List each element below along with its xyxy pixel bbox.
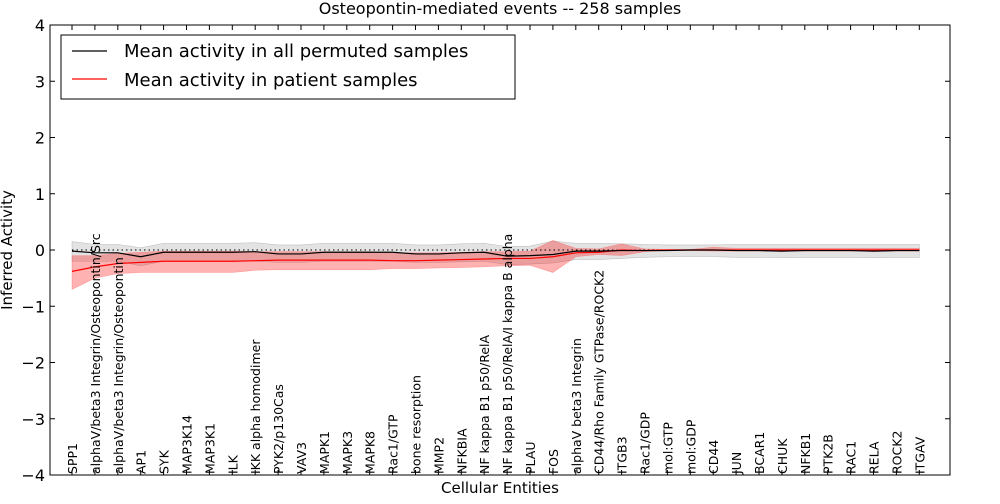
x-tick-label: mol:GTP bbox=[660, 422, 675, 474]
x-tick-label: Rac1/GTP bbox=[386, 414, 401, 474]
x-tick-label: alphaV/beta3 Integrin/Osteopontin/Src bbox=[88, 233, 103, 474]
x-tick-label: SYK bbox=[157, 449, 172, 474]
x-tick-label: MAPK8 bbox=[363, 431, 378, 474]
x-tick-label: NFKBIA bbox=[454, 428, 469, 474]
x-tick-label: RELA bbox=[867, 441, 882, 474]
y-tick-label: 3 bbox=[35, 72, 45, 91]
x-tick-label: MAPK3 bbox=[340, 431, 355, 474]
x-axis-label: Cellular Entities bbox=[441, 479, 559, 497]
y-axis-label: Inferred Activity bbox=[0, 190, 16, 310]
y-tick-label: −2 bbox=[21, 354, 45, 373]
x-tick-label: NF kappa B1 p50/RelA/I kappa B alpha bbox=[500, 234, 515, 474]
y-tick-label: −4 bbox=[21, 466, 45, 485]
x-tick-label: AP1 bbox=[134, 450, 149, 474]
x-tick-label: CD44 bbox=[706, 440, 721, 474]
x-tick-label: BCAR1 bbox=[752, 432, 767, 474]
y-tick-label: −3 bbox=[21, 410, 45, 429]
x-tick-label: ROCK2 bbox=[889, 431, 904, 474]
x-tick-label: RAC1 bbox=[844, 441, 859, 474]
x-tick-label: Rac1/GDP bbox=[638, 412, 653, 474]
series-line-patient bbox=[71, 249, 920, 272]
legend-label-permuted: Mean activity in all permuted samples bbox=[124, 41, 468, 62]
x-tick-label: MAPK1 bbox=[317, 431, 332, 474]
y-tick-label: 0 bbox=[35, 241, 45, 260]
x-tick-label: alphaV/beta3 Integrin/Osteopontin bbox=[111, 257, 126, 474]
x-tick-label: bone resorption bbox=[409, 375, 424, 474]
x-tick-label: JUN bbox=[729, 452, 744, 475]
x-tick-label: ITGAV bbox=[912, 436, 927, 474]
x-tick-label: alphaV beta3 Integrin bbox=[569, 338, 584, 474]
y-tick-label: −1 bbox=[21, 297, 45, 316]
legend-box bbox=[60, 34, 516, 100]
x-tick-label: MMP2 bbox=[431, 437, 446, 474]
x-tick-label: MAP3K14 bbox=[180, 415, 195, 474]
chart-title: Osteopontin-mediated events -- 258 sampl… bbox=[319, 0, 682, 18]
x-tick-label: PYK2/p130Cas bbox=[271, 384, 286, 474]
y-tick-label: 1 bbox=[35, 185, 45, 204]
y-tick-label: 4 bbox=[35, 16, 45, 35]
x-tick-label: mol:GDP bbox=[683, 419, 698, 474]
x-tick-label: IKK alpha homodimer bbox=[248, 339, 263, 474]
x-tick-label: MAP3K1 bbox=[202, 423, 217, 474]
x-tick-label: NFKB1 bbox=[798, 433, 813, 474]
series-line-permuted bbox=[71, 249, 920, 258]
x-tick-label: SPP1 bbox=[65, 443, 80, 474]
y-tick-label: 2 bbox=[35, 129, 45, 148]
x-tick-label: ILK bbox=[225, 454, 240, 474]
x-tick-label: PTK2B bbox=[821, 434, 836, 474]
legend-label-patient: Mean activity in patient samples bbox=[124, 70, 418, 91]
legend: Mean activity in all permuted samples Me… bbox=[60, 34, 516, 100]
x-tick-label: CHUK bbox=[775, 438, 790, 474]
x-tick-label: NF kappa B1 p50/RelA bbox=[477, 334, 492, 474]
x-tick-label: VAV3 bbox=[294, 442, 309, 474]
x-tick-label: FOS bbox=[546, 449, 561, 474]
x-tick-label: ITGB3 bbox=[615, 436, 630, 474]
x-tick-label: PLAU bbox=[523, 442, 538, 475]
x-tick-label: CD44/Rho Family GTPase/ROCK2 bbox=[592, 270, 607, 474]
